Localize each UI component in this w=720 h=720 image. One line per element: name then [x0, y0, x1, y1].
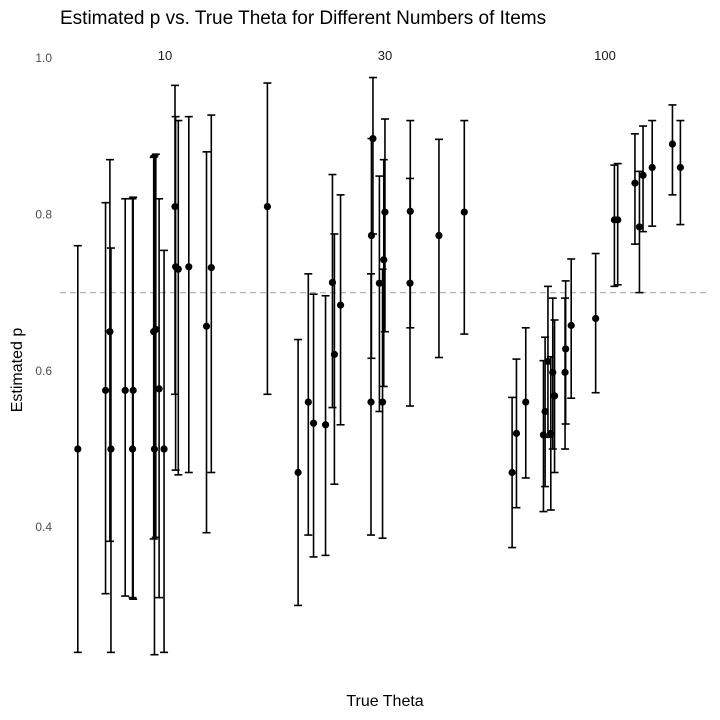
y-tick-label: 0.6 [35, 364, 52, 378]
error-bar [380, 118, 389, 333]
data-points [74, 134, 685, 477]
data-point [547, 429, 555, 437]
data-point [121, 386, 129, 394]
data-point [676, 163, 685, 172]
data-point [304, 398, 312, 406]
error-bar [434, 138, 443, 359]
error-bar [379, 158, 388, 388]
data-point [562, 345, 570, 353]
error-bar [668, 104, 677, 196]
error-bar [121, 197, 130, 597]
data-point [309, 419, 318, 427]
data-point [160, 445, 168, 453]
data-point [635, 223, 644, 231]
facet-label-10: 10 [158, 48, 172, 63]
x-axis-label: True Theta [346, 693, 423, 710]
data-point [202, 322, 211, 330]
chart-title: Estimated p vs. True Theta for Different… [60, 8, 546, 29]
data-point [550, 392, 559, 400]
error-bar [368, 76, 377, 235]
data-point [460, 208, 468, 216]
data-point [648, 163, 656, 172]
facet-labels: 10 30 100 [158, 48, 616, 63]
data-point [541, 407, 549, 416]
error-bar [174, 119, 183, 476]
error-bar [630, 133, 639, 245]
data-point [561, 368, 569, 376]
error-bar [101, 201, 110, 595]
data-point [512, 429, 521, 437]
error-bar [207, 114, 216, 474]
data-point [508, 468, 516, 477]
error-bar [336, 194, 345, 426]
data-point [639, 171, 647, 179]
data-point [106, 328, 114, 336]
data-point [592, 314, 600, 323]
data-point [435, 231, 443, 240]
error-bar [202, 151, 211, 534]
data-point [406, 207, 414, 215]
data-point [367, 231, 376, 240]
error-bars [73, 76, 685, 656]
data-point [129, 386, 137, 394]
data-point [150, 445, 159, 453]
error-bar [676, 119, 685, 226]
data-point [668, 140, 677, 148]
y-tick-label: 0.4 [35, 520, 52, 534]
y-axis-ticks: 0.4 0.6 0.8 1.0 [35, 51, 52, 534]
error-bar [330, 233, 339, 486]
data-point [544, 357, 552, 366]
data-point [336, 301, 345, 309]
error-bar [591, 252, 600, 394]
data-point [174, 265, 182, 273]
data-point [539, 431, 548, 439]
data-point [321, 421, 330, 429]
data-point [375, 279, 383, 287]
facet-label-30: 30 [378, 48, 392, 63]
error-bar [460, 119, 469, 335]
data-point [380, 256, 388, 264]
data-point [549, 368, 557, 376]
data-point [367, 398, 375, 406]
data-point [631, 179, 639, 187]
facet-label-100: 100 [594, 48, 616, 63]
y-tick-label: 1.0 [35, 51, 52, 65]
error-bar [105, 158, 114, 543]
data-point [263, 202, 271, 211]
data-point [155, 385, 163, 393]
error-bar [155, 197, 164, 599]
error-bar [328, 173, 337, 409]
error-bar [184, 115, 193, 474]
data-point [406, 279, 414, 287]
error-bar [648, 119, 657, 227]
data-point [107, 445, 115, 453]
error-bar [150, 154, 159, 656]
data-point [101, 386, 110, 394]
data-point [330, 350, 338, 358]
error-bar [129, 196, 138, 600]
data-point [567, 321, 575, 330]
data-point [128, 445, 137, 453]
data-point [522, 398, 530, 406]
error-bar [406, 119, 415, 329]
y-tick-label: 0.8 [35, 207, 52, 221]
data-point [328, 278, 337, 287]
data-point [171, 202, 179, 211]
data-point [185, 263, 193, 271]
data-point [74, 445, 82, 453]
data-point [381, 208, 389, 216]
data-point [369, 134, 377, 143]
data-point [614, 216, 622, 224]
error-bar [613, 162, 622, 286]
error-bar [367, 137, 376, 360]
error-bar [263, 82, 272, 396]
y-axis-label: Estimated p [9, 328, 26, 413]
data-point [378, 398, 387, 406]
data-point [294, 468, 302, 477]
data-point [207, 263, 215, 272]
data-point [152, 325, 160, 333]
